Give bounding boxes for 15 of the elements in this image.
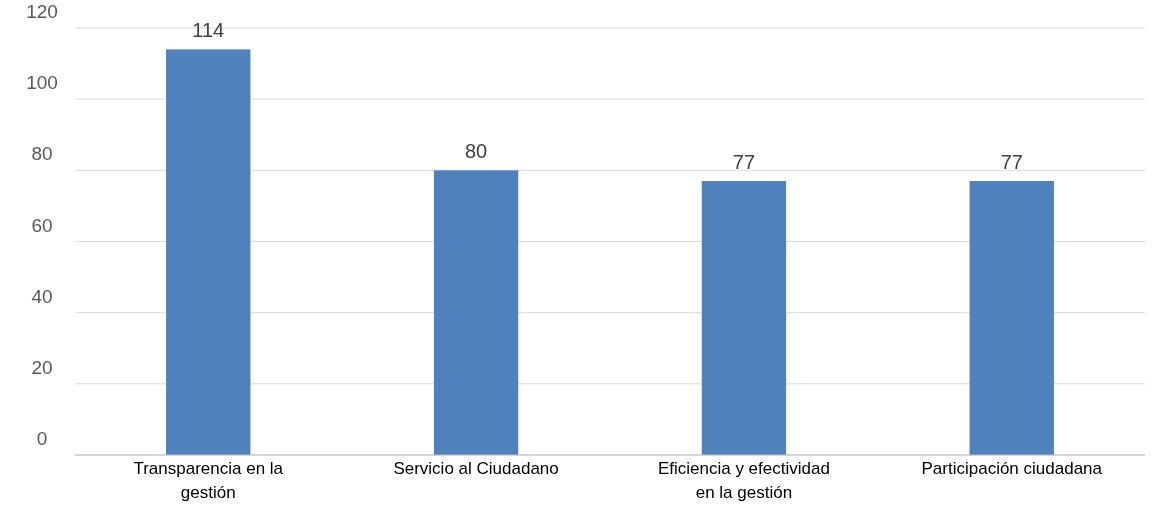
x-tick-label: Servicio al Ciudadano: [393, 459, 559, 478]
data-label: 77: [732, 151, 756, 174]
x-tick-label: Participación ciudadana: [921, 459, 1103, 478]
x-tick-label: Transparencia en la gestión: [133, 459, 284, 502]
data-label: 77: [1000, 151, 1023, 174]
y-tick-label: 120: [26, 1, 58, 22]
data-label: 114: [192, 19, 225, 42]
y-tick-label: 20: [31, 356, 53, 378]
x-tick-label: Eficiencia y efectividad en la gestión: [657, 459, 830, 502]
y-tick-label: 0: [36, 428, 48, 449]
y-tick-label: 60: [31, 214, 53, 236]
y-tick-label: 80: [31, 143, 53, 165]
y-tick-label: 40: [31, 285, 53, 307]
data-label: 80: [464, 140, 488, 163]
y-tick-label: 100: [26, 72, 58, 94]
